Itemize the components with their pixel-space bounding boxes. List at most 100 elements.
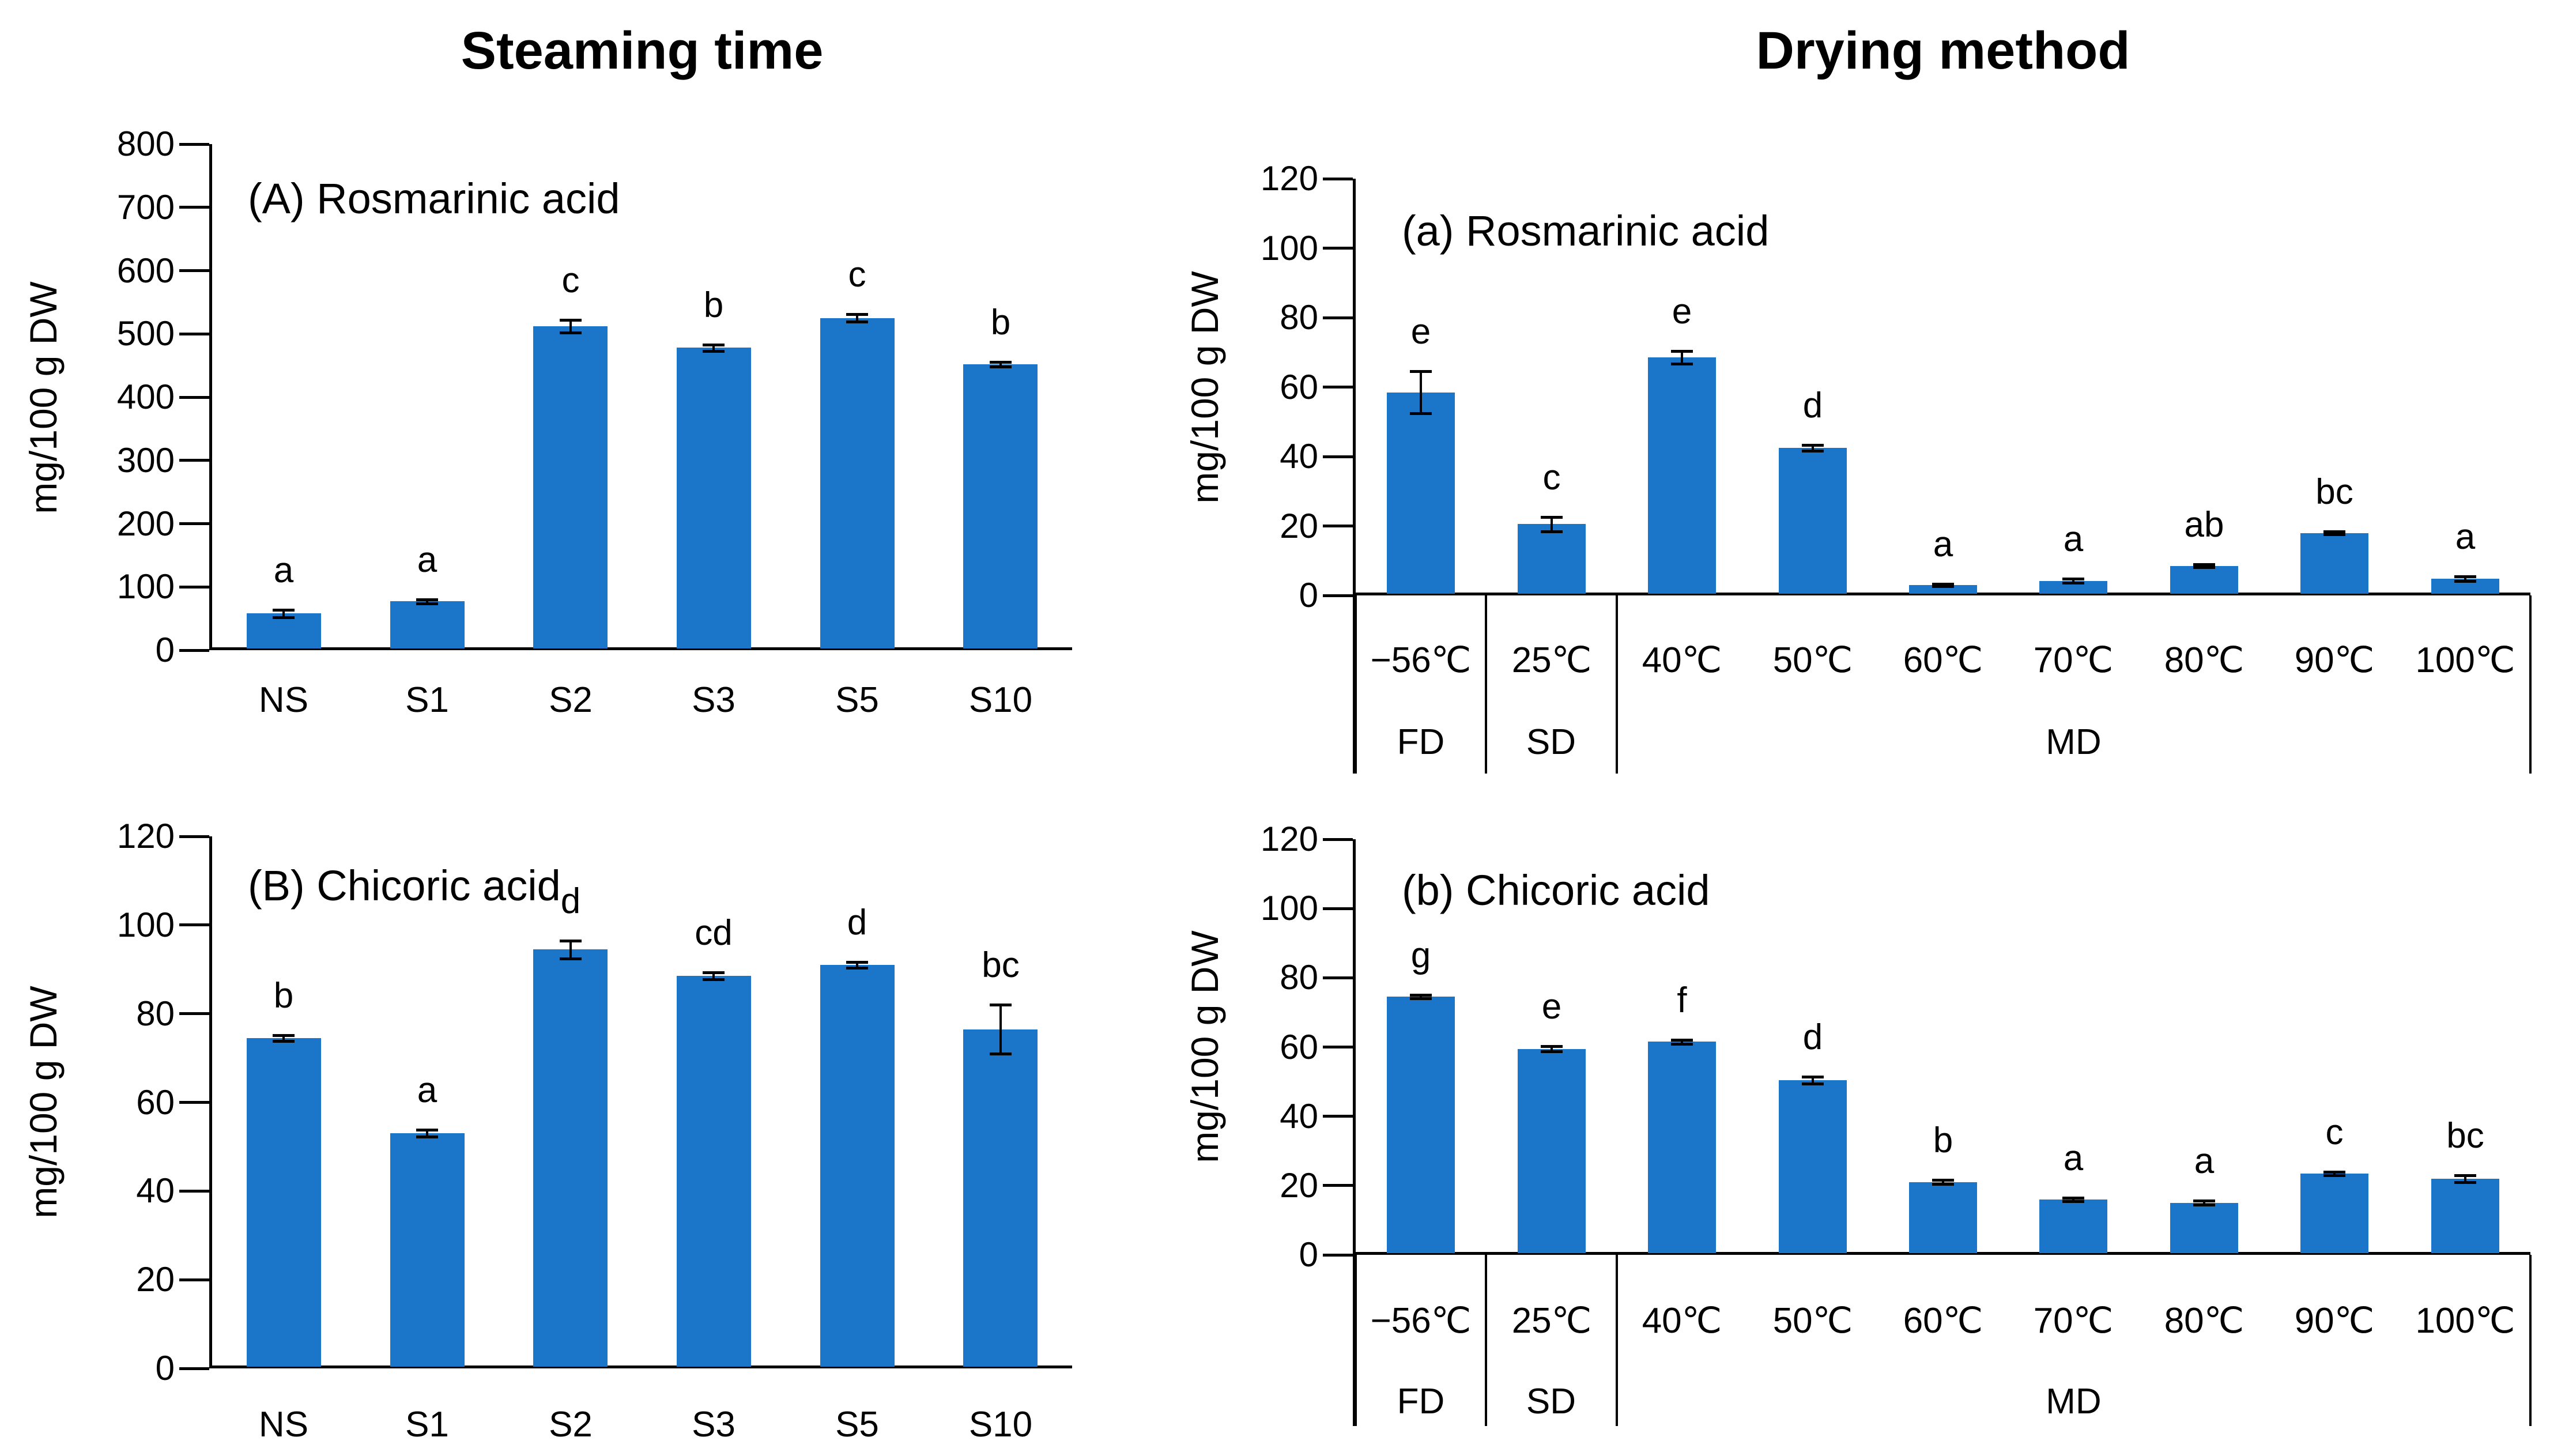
y-axis-line xyxy=(209,144,212,650)
sig-letter-70℃: a xyxy=(2063,519,2084,559)
error-bar-line xyxy=(856,962,858,968)
bar-NS xyxy=(247,1038,321,1367)
bar-S5 xyxy=(820,318,895,648)
error-bar-cap-top xyxy=(273,1034,295,1037)
x-category-label-−56℃: −56℃ xyxy=(1370,640,1472,680)
x-category-label-80℃: 80℃ xyxy=(2164,1301,2245,1341)
sig-letter-NS: b xyxy=(273,976,294,1016)
bar-S2 xyxy=(533,326,608,648)
bar-NS xyxy=(247,613,321,648)
x-category-label-70℃: 70℃ xyxy=(2033,640,2114,680)
sig-letter-70℃: a xyxy=(2063,1138,2084,1178)
group-table-divider xyxy=(1616,595,1618,774)
y-tick-mark xyxy=(179,1190,209,1193)
y-tick-label: 120 xyxy=(1260,159,1318,198)
error-bar-cap-bottom xyxy=(2454,580,2476,583)
error-bar-cap-top xyxy=(2454,1174,2476,1177)
error-bar-cap-bottom xyxy=(1671,363,1693,365)
x-axis-line xyxy=(1353,1252,2530,1255)
bar-80℃ xyxy=(2170,566,2238,594)
y-tick-mark xyxy=(1323,1184,1353,1187)
y-tick-mark xyxy=(1323,1046,1353,1048)
y-tick-label: 80 xyxy=(1280,298,1318,337)
x-category-label-S3: S3 xyxy=(692,680,735,720)
error-bar-cap-bottom xyxy=(703,350,725,353)
y-tick-label: 40 xyxy=(1280,437,1318,476)
x-category-label-100℃: 100℃ xyxy=(2415,640,2515,680)
y-tick-mark xyxy=(179,1367,209,1370)
error-bar-cap-top xyxy=(846,961,868,964)
sig-letter-80℃: ab xyxy=(2184,505,2224,545)
bar-90℃ xyxy=(2300,1174,2368,1253)
sig-letter-S1: a xyxy=(417,540,437,580)
sig-letter-S3: cd xyxy=(695,913,733,953)
bar-S10 xyxy=(963,1029,1038,1367)
error-bar-cap-top xyxy=(1410,994,1432,997)
error-bar-cap-top xyxy=(273,609,295,612)
y-tick-label: 80 xyxy=(136,994,175,1033)
bar-25℃ xyxy=(1518,1049,1586,1253)
x-axis-line xyxy=(209,1366,1072,1368)
group-label-FD: FD xyxy=(1397,1382,1445,1421)
bar-25℃ xyxy=(1518,524,1586,594)
bar-50℃ xyxy=(1779,448,1847,594)
x-category-label-25℃: 25℃ xyxy=(1511,1301,1592,1341)
error-bar-cap-bottom xyxy=(1932,585,1954,588)
x-category-label-−56℃: −56℃ xyxy=(1370,1301,1472,1341)
y-tick-mark xyxy=(1323,907,1353,910)
x-category-label-S1: S1 xyxy=(405,680,449,720)
bar-S1 xyxy=(390,601,465,648)
y-tick-label: 40 xyxy=(1280,1097,1318,1136)
error-bar-line xyxy=(1681,351,1683,364)
sig-letter-60℃: a xyxy=(1933,525,1953,564)
x-category-label-60℃: 60℃ xyxy=(1903,640,1983,680)
x-category-label-40℃: 40℃ xyxy=(1642,640,1722,680)
bar-S1 xyxy=(390,1133,465,1367)
error-bar-cap-bottom xyxy=(1802,1082,1824,1085)
sig-letter-40℃: f xyxy=(1677,980,1687,1020)
sig-letter-S10: b xyxy=(990,303,1011,342)
sig-letter-90℃: bc xyxy=(2315,472,2353,512)
error-bar-cap-bottom xyxy=(1541,530,1563,533)
y-tick-label: 60 xyxy=(1280,1028,1318,1066)
error-bar-cap-bottom xyxy=(2454,1181,2476,1184)
error-bar-cap-bottom xyxy=(990,365,1012,368)
error-bar-cap-bottom xyxy=(273,616,295,619)
group-label-FD: FD xyxy=(1397,722,1445,762)
error-bar-line xyxy=(1420,995,1422,998)
error-bar-line xyxy=(569,941,572,959)
sig-letter-−56℃: e xyxy=(1410,312,1431,352)
error-bar-cap-top xyxy=(1932,583,1954,586)
error-bar-cap-top xyxy=(1410,370,1432,373)
y-tick-mark xyxy=(179,333,209,335)
x-category-label-NS: NS xyxy=(258,680,309,720)
column-title-drying-method: Drying method xyxy=(1756,21,2130,80)
x-category-label-NS: NS xyxy=(258,1405,309,1444)
sig-letter-100℃: bc xyxy=(2446,1116,2484,1156)
bar-60℃ xyxy=(1909,585,1977,594)
error-bar-cap-bottom xyxy=(416,1136,438,1138)
y-tick-mark xyxy=(179,835,209,838)
error-bar-cap-bottom xyxy=(2193,566,2215,569)
error-bar-cap-top xyxy=(2193,1199,2215,1202)
bar-80℃ xyxy=(2170,1203,2238,1253)
error-bar-cap-bottom xyxy=(1541,1050,1563,1053)
bar-40℃ xyxy=(1648,357,1716,594)
y-tick-mark xyxy=(1323,1254,1353,1257)
y-tick-label: 120 xyxy=(116,817,175,855)
y-tick-mark xyxy=(179,206,209,209)
y-tick-mark xyxy=(1323,1115,1353,1118)
error-bar-line xyxy=(282,1035,285,1041)
column-title-steaming-time: Steaming time xyxy=(461,21,824,80)
y-tick-label: 100 xyxy=(1260,889,1318,927)
x-category-label-40℃: 40℃ xyxy=(1642,1301,1722,1341)
error-bar-cap-top xyxy=(560,940,582,942)
sig-letter-60℃: b xyxy=(1933,1121,1953,1160)
bar-70℃ xyxy=(2039,581,2107,594)
sig-letter-25℃: c xyxy=(1542,458,1561,497)
error-bar-cap-top xyxy=(2323,1171,2345,1174)
y-tick-mark xyxy=(179,396,209,399)
y-tick-label: 500 xyxy=(116,314,175,353)
y-tick-mark xyxy=(179,459,209,462)
